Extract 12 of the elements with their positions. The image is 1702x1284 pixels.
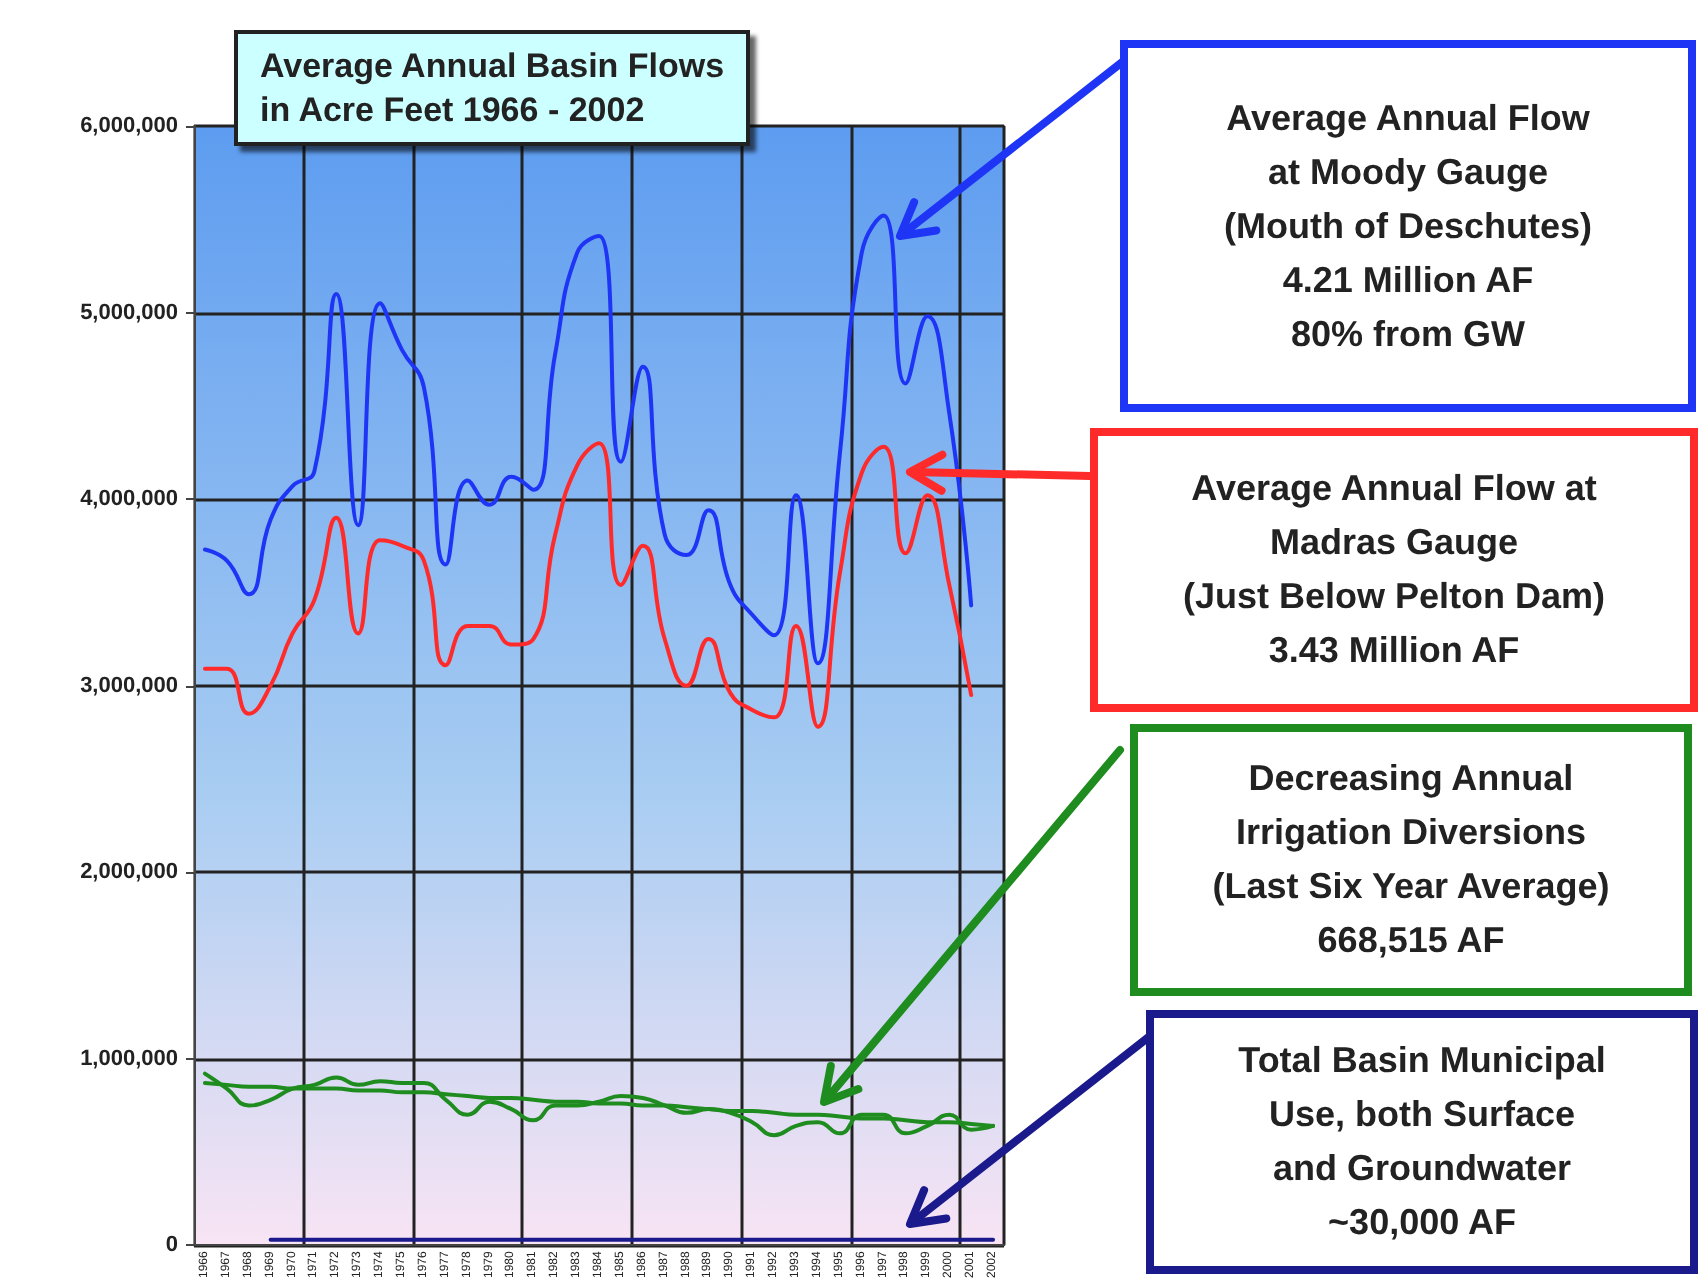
text: Average Annual Flow at Madras Gauge (Just Below Pelton Dam) 3.43 Million AF <box>1182 466 1606 674</box>
y-tick-label: 5,000,000 <box>80 300 178 325</box>
y-tick-label: 3,000,000 <box>80 673 178 698</box>
text: Average Annual Flow at Moody Gauge (Mouth of Deschutes) 4.21 Million AF 80% from GW <box>1224 95 1592 357</box>
text: Total Basin Municipal Use, both Surface and Groundwater ~30,000 AF <box>1238 1038 1606 1246</box>
text: Decreasing Annual Irrigation Diversions (Last Six Year Average) 668,515 AF <box>1212 756 1610 964</box>
y-tick-label: 1,000,000 <box>80 1046 178 1071</box>
y-tick-label: 6,000,000 <box>80 114 178 138</box>
chart-title: Average Annual Basin Flows in Acre Feet 1966 - 2002 <box>260 47 725 129</box>
y-tick-label: 4,000,000 <box>80 487 178 512</box>
y-tick-label: 0 <box>165 1233 178 1258</box>
y-tick-label: 2,000,000 <box>80 860 178 885</box>
